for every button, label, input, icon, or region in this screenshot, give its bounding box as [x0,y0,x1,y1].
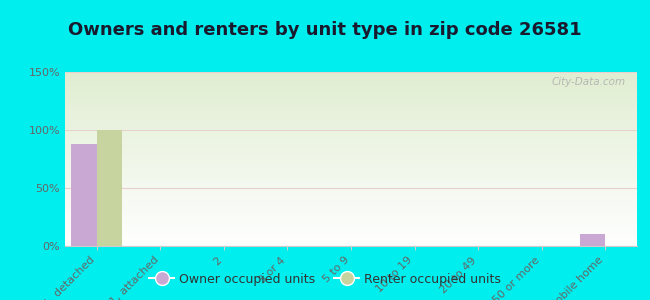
Bar [97,130,122,246]
Bar [72,144,97,246]
Bar [580,234,605,246]
Text: City-Data.com: City-Data.com [551,77,625,87]
Text: Owners and renters by unit type in zip code 26581: Owners and renters by unit type in zip c… [68,21,582,39]
Legend: Owner occupied units, Renter occupied units: Owner occupied units, Renter occupied un… [144,268,506,291]
